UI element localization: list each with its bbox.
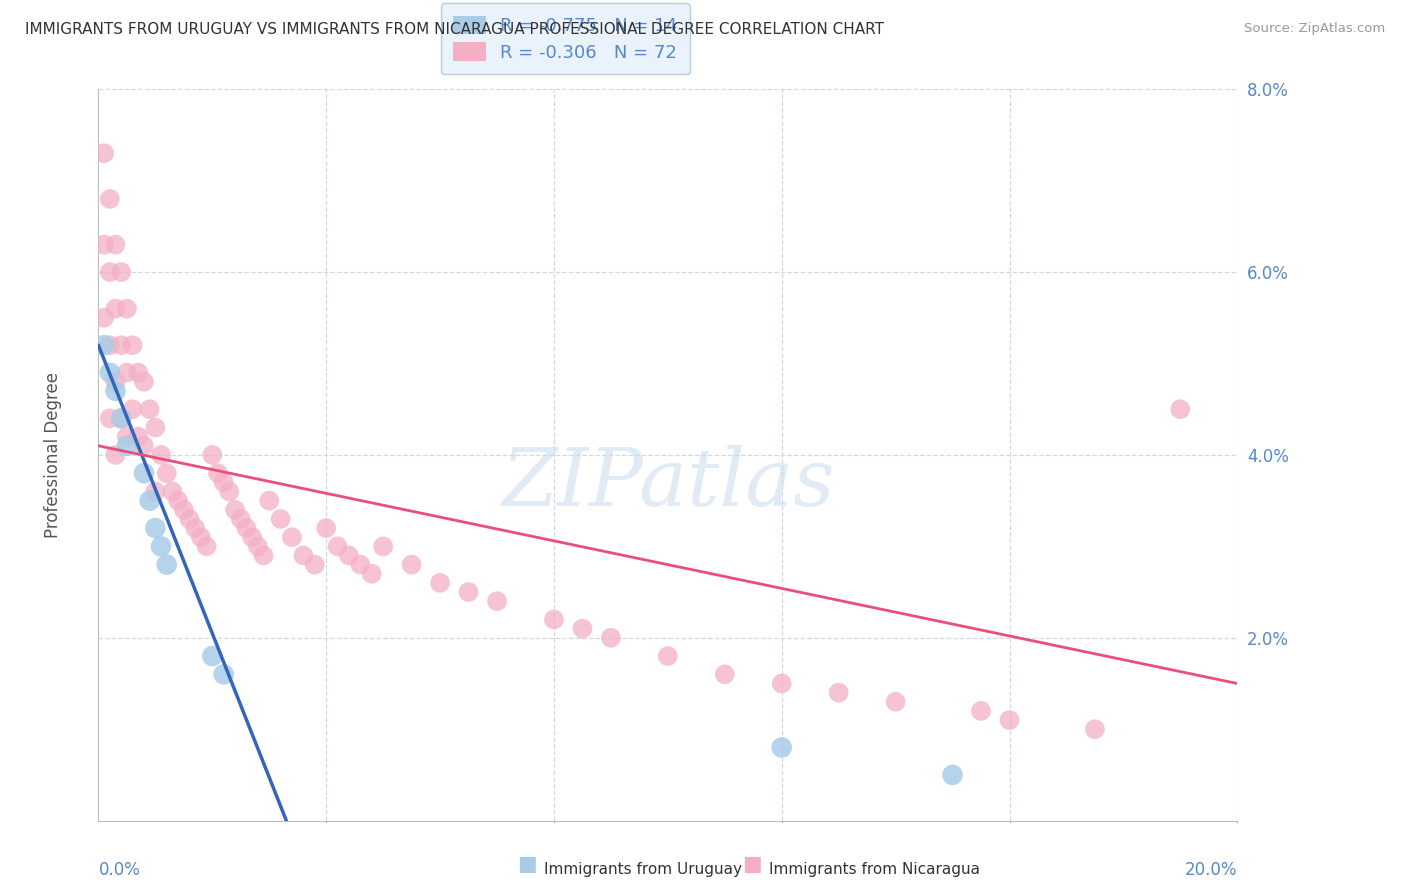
Text: Immigrants from Uruguay: Immigrants from Uruguay [544, 863, 742, 877]
Point [104, 448, 127, 462]
Point [127, 366, 149, 380]
Text: Professional Degree: Professional Degree [44, 372, 62, 538]
Point [145, 420, 167, 434]
Point [179, 512, 201, 526]
Point [104, 237, 127, 252]
Point [98, 366, 121, 380]
Point [167, 493, 190, 508]
Point [218, 484, 240, 499]
Point [201, 649, 224, 664]
Point [104, 375, 127, 389]
Point [190, 530, 212, 544]
Point [98, 411, 121, 425]
Point [828, 686, 851, 700]
Text: ■: ■ [517, 854, 537, 873]
Point [600, 631, 623, 645]
Point [337, 549, 360, 563]
Point [145, 521, 167, 535]
Point [429, 576, 451, 591]
Point [212, 475, 235, 490]
Legend: R = -0.775   N = 14, R = -0.306   N = 72: R = -0.775 N = 14, R = -0.306 N = 72 [440, 4, 690, 74]
Text: ■: ■ [742, 854, 762, 873]
Point [714, 667, 737, 681]
Point [292, 549, 315, 563]
Point [93, 310, 115, 325]
Point [115, 366, 138, 380]
Point [240, 530, 263, 544]
Point [360, 566, 382, 581]
Point [184, 521, 207, 535]
Point [110, 338, 132, 352]
Point [104, 384, 127, 398]
Point [401, 558, 423, 572]
Point [121, 402, 143, 417]
Point [138, 402, 160, 417]
Point [252, 549, 274, 563]
Text: ZIPatlas: ZIPatlas [501, 445, 835, 523]
Point [93, 237, 115, 252]
Text: Source: ZipAtlas.com: Source: ZipAtlas.com [1244, 22, 1385, 36]
Point [150, 448, 173, 462]
Point [259, 493, 281, 508]
Point [104, 301, 127, 316]
Point [281, 530, 304, 544]
Point [457, 585, 479, 599]
Point [212, 667, 235, 681]
Point [132, 439, 155, 453]
Point [770, 676, 793, 690]
Point [156, 467, 179, 481]
Point [229, 512, 252, 526]
Point [543, 613, 565, 627]
Point [110, 265, 132, 279]
Point [315, 521, 337, 535]
Point [201, 448, 224, 462]
Point [970, 704, 993, 718]
Point [162, 484, 184, 499]
Point [998, 713, 1021, 727]
Point [1084, 723, 1107, 737]
Point [195, 539, 218, 553]
Point [150, 539, 173, 553]
Point [942, 768, 965, 782]
Point [93, 146, 115, 161]
Point [246, 539, 269, 553]
Text: 0.0%: 0.0% [98, 861, 141, 879]
Point [173, 503, 195, 517]
Point [1170, 402, 1192, 417]
Point [132, 467, 155, 481]
Point [138, 493, 160, 508]
Point [98, 192, 121, 206]
Point [235, 521, 257, 535]
Point [884, 695, 907, 709]
Point [224, 503, 246, 517]
Point [770, 740, 793, 755]
Text: 20.0%: 20.0% [1185, 861, 1237, 879]
Point [571, 622, 593, 636]
Point [132, 375, 155, 389]
Point [657, 649, 679, 664]
Point [93, 338, 115, 352]
Point [304, 558, 326, 572]
Point [121, 338, 143, 352]
Point [156, 558, 179, 572]
Point [110, 411, 132, 425]
Point [270, 512, 292, 526]
Point [373, 539, 395, 553]
Point [115, 439, 138, 453]
Point [110, 411, 132, 425]
Point [98, 265, 121, 279]
Point [127, 430, 149, 444]
Point [115, 430, 138, 444]
Point [98, 338, 121, 352]
Point [326, 539, 349, 553]
Point [145, 484, 167, 499]
Point [115, 301, 138, 316]
Point [486, 594, 509, 608]
Point [207, 467, 229, 481]
Text: IMMIGRANTS FROM URUGUAY VS IMMIGRANTS FROM NICARAGUA PROFESSIONAL DEGREE CORRELA: IMMIGRANTS FROM URUGUAY VS IMMIGRANTS FR… [25, 22, 884, 37]
Point [349, 558, 371, 572]
Text: Immigrants from Nicaragua: Immigrants from Nicaragua [769, 863, 980, 877]
